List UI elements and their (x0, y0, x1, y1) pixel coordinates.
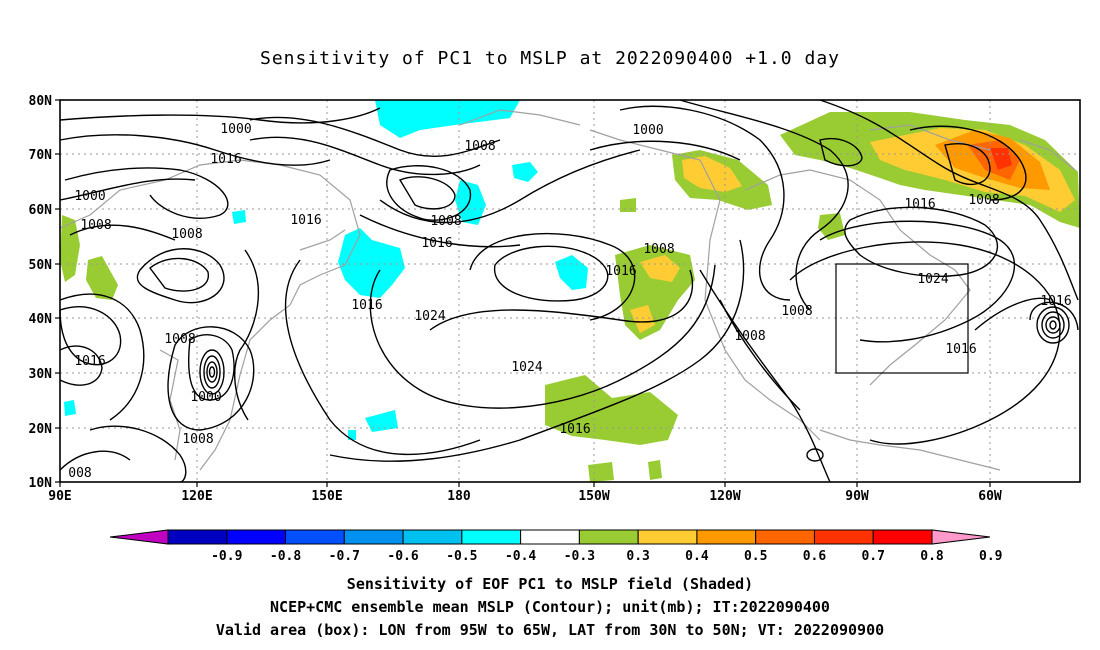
lon-label: 60W (978, 489, 1002, 504)
colorbar-swatch (813, 529, 874, 545)
lon-label: 180 (447, 489, 471, 504)
colorbar-tick-label: -0.7 (329, 549, 360, 564)
lat-label: 50N (29, 258, 53, 273)
map-title: Sensitivity of PC1 to MSLP at 2022090400… (259, 48, 840, 69)
contour-label: 1016 (1040, 294, 1071, 309)
colorbar-tick-label: -0.9 (211, 549, 242, 564)
contour-label: 1008 (182, 432, 213, 447)
colorbar-swatch (343, 529, 404, 545)
caption-valid-area: Valid area (box): LON from 95W to 65W, L… (215, 621, 885, 639)
lon-label: 150E (311, 489, 342, 504)
tick-marks (55, 99, 991, 487)
lat-label: 10N (29, 476, 53, 491)
isobars (59, 99, 1079, 483)
lon-label: 90W (845, 489, 869, 504)
contour-label: 1016 (351, 298, 382, 313)
contour-label: 1008 (430, 214, 461, 229)
contour-label: 1016 (74, 354, 105, 369)
lat-label: 80N (29, 94, 53, 109)
colorbar-tick-label: -0.4 (505, 549, 536, 564)
colorbar-tick-label: -0.5 (446, 549, 477, 564)
contour-label: 008 (68, 466, 91, 481)
colorbar-swatch (285, 529, 345, 545)
colorbar-tick-label: -0.8 (270, 549, 301, 564)
colorbar-tick-label: -0.6 (387, 549, 418, 564)
contour-label: 1000 (632, 123, 663, 138)
colorbar-tick-label: 0.3 (626, 549, 649, 564)
colorbar: -0.9 -0.8 -0.7 -0.6 -0.5 -0.4 -0.3 0.3 0.4 0.5 0.6… (109, 529, 1003, 564)
lat-label: 20N (29, 422, 53, 437)
colorbar-swatch (696, 529, 757, 545)
contour-label: 1016 (421, 236, 452, 251)
colorbar-arrow-high (931, 529, 991, 545)
colorbar-swatch (461, 529, 522, 545)
colorbar-tick-label: 0.4 (685, 549, 709, 564)
contour-label: 1008 (781, 304, 812, 319)
lat-label: 60N (29, 203, 53, 218)
lat-label: 40N (29, 312, 53, 327)
colorbar-swatch (637, 529, 698, 545)
colorbar-swatch (167, 529, 228, 545)
lon-label: 90E (48, 489, 71, 504)
caption-contour: NCEP+CMC ensemble mean MSLP (Contour); u… (270, 598, 830, 616)
lat-label: 30N (29, 367, 53, 382)
colorbar-swatch (226, 529, 287, 545)
contour-label: 1008 (164, 332, 195, 347)
caption-shaded: Sensitivity of EOF PC1 to MSLP field (Sh… (346, 575, 754, 593)
lon-label: 120E (181, 489, 212, 504)
colorbar-swatch (402, 529, 463, 545)
contour-label: 1016 (290, 213, 321, 228)
lon-label: 120W (709, 489, 740, 504)
contour-label: 1000 (74, 189, 105, 204)
map-frame (59, 99, 1081, 483)
colorbar-tick-label: 0.9 (979, 549, 1002, 564)
contour-label: 1008 (968, 193, 999, 208)
contour-label: 1016 (559, 422, 590, 437)
colorbar-tick-label: 0.7 (861, 549, 884, 564)
colorbar-swatch (520, 529, 580, 545)
contour-label: 1000 (190, 390, 221, 405)
colorbar-tick-label: -0.3 (564, 549, 595, 564)
contour-label: 1008 (464, 139, 495, 154)
colorbar-arrow-low (109, 529, 169, 545)
colorbar-tick-label: 0.6 (803, 549, 827, 564)
colorbar-swatch (755, 529, 815, 545)
valid-area-box (835, 263, 969, 374)
colorbar-swatch (578, 529, 639, 545)
colorbar-tick-label: 0.5 (744, 549, 767, 564)
contour-label: 1008 (80, 218, 111, 233)
contour-label: 1016 (605, 264, 636, 279)
contour-label: 1000 (220, 122, 251, 137)
contour-label: 1024 (414, 309, 445, 324)
lon-label: 150W (578, 489, 609, 504)
colorbar-tick-label: 0.8 (920, 549, 944, 564)
contour-label: 1016 (945, 342, 976, 357)
contour-label: 1016 (210, 152, 241, 167)
contour-label: 1016 (904, 197, 935, 212)
contour-label: 1024 (511, 360, 542, 375)
colorbar-swatch (872, 529, 933, 545)
contour-label: 1008 (734, 329, 765, 344)
coastlines (59, 109, 1076, 471)
lat-label: 70N (29, 148, 53, 163)
contour-label: 1008 (643, 242, 674, 257)
contour-label: 1024 (917, 272, 948, 287)
contour-label: 1008 (171, 227, 202, 242)
